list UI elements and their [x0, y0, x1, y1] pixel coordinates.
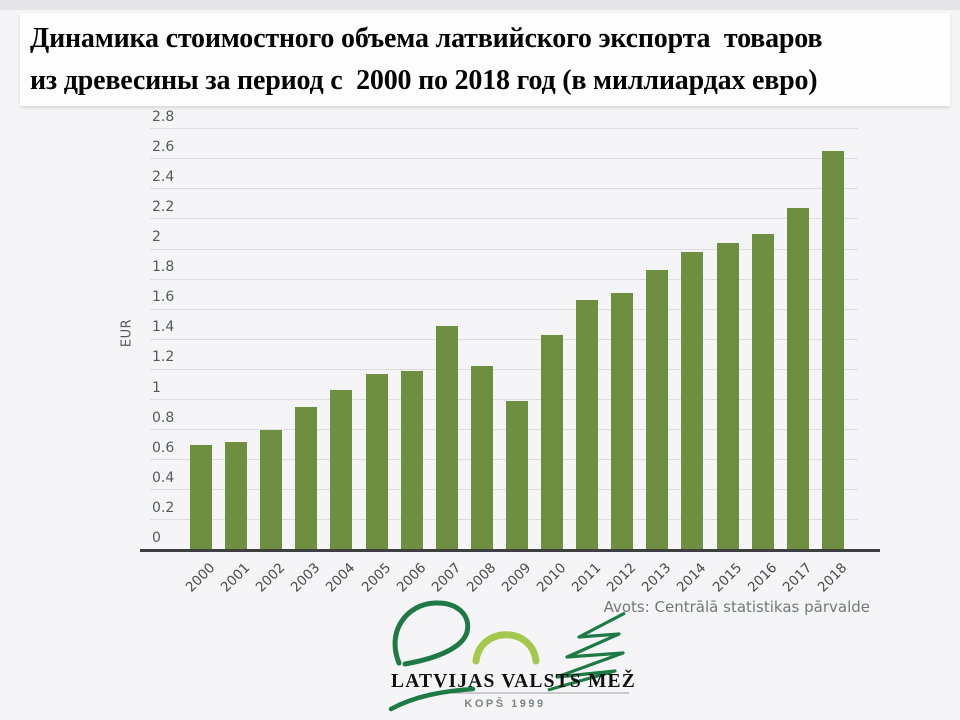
gridline-1.4	[150, 338, 858, 340]
bar-2014	[681, 252, 704, 550]
x-tick-label-2002: 2002	[252, 560, 289, 596]
y-tick-label-1: 1	[152, 379, 161, 396]
y-tick-label-0.2: 0.2	[152, 499, 175, 516]
gridline-2	[150, 248, 858, 250]
y-tick-label-2.6: 2.6	[152, 138, 175, 155]
gridline-0.6	[150, 459, 858, 461]
y-tick-label-2.8: 2.8	[152, 108, 175, 125]
gridline-1.2	[150, 368, 858, 370]
bar-2008	[470, 366, 493, 550]
bar-2011	[576, 300, 599, 550]
y-tick-label-0.6: 0.6	[152, 439, 175, 456]
bar-2015	[716, 242, 739, 550]
gridline-1.8	[150, 278, 858, 280]
bar-2002	[260, 429, 283, 550]
y-tick-label-1.2: 1.2	[152, 349, 175, 366]
x-tick-label-2003: 2003	[288, 560, 324, 596]
bar-2013	[646, 270, 669, 550]
bar-2005	[365, 373, 388, 550]
gridline-2.6	[150, 158, 858, 160]
bar-2007	[435, 325, 458, 550]
logo-digit-0-icon	[472, 631, 540, 665]
bar-2018	[821, 151, 844, 550]
x-tick-label-2000: 2000	[182, 560, 219, 596]
y-tick-label-0.4: 0.4	[152, 469, 175, 486]
bar-2003	[295, 407, 318, 550]
chart-title-line-2: из древесины за период с 2000 по 2018 го…	[30, 65, 818, 96]
bar-2000	[190, 444, 212, 550]
source-note: Avots: Centrālā statistikas pārvalde	[603, 598, 870, 616]
title-box: Динамика стоимостного объема латвийского…	[20, 13, 950, 106]
gridline-0.2	[150, 519, 858, 521]
gridline-0.4	[150, 489, 858, 491]
y-tick-label-1.6: 1.6	[152, 289, 175, 306]
gridline-2.2	[150, 218, 858, 220]
y-tick-label-0.8: 0.8	[152, 409, 175, 426]
y-axis-title: EUR	[119, 318, 135, 348]
bar-2004	[330, 390, 353, 550]
bar-2009	[505, 401, 528, 550]
bar-2016	[751, 233, 774, 550]
bar-2012	[611, 292, 634, 550]
logo-name-text: LATVIJAS VALSTS MEŽI	[391, 670, 635, 692]
bar-2010	[541, 334, 563, 550]
gridline-0.8	[150, 429, 858, 431]
bar-2017	[786, 208, 809, 550]
logo-swoosh-icon	[388, 686, 476, 712]
x-axis-line	[140, 549, 880, 552]
y-tick-label-1.4: 1.4	[152, 319, 175, 336]
chart-title-line-1: Динамика стоимостного объема латвийского…	[30, 23, 823, 54]
latvijas-valsts-mezi-logo: LATVIJAS VALSTS MEŽI KOPŠ 1999	[388, 600, 635, 712]
logo-digit-2-icon	[392, 600, 471, 667]
bar-2001	[225, 441, 248, 550]
bar-2006	[400, 370, 423, 550]
y-tick-label-2.4: 2.4	[152, 168, 175, 185]
gridline-1.6	[150, 308, 858, 310]
y-tick-label-2: 2	[152, 229, 161, 245]
y-tick-label-2.2: 2.2	[152, 198, 175, 215]
gridline-2.8	[150, 128, 858, 130]
top-strip	[0, 0, 960, 10]
gridline-1	[150, 399, 858, 400]
y-tick-label-0: 0	[152, 530, 161, 546]
logo-since-text: KOPŠ 1999	[464, 697, 545, 710]
gridline-2.4	[150, 188, 858, 190]
logo-fir-tree-icon	[547, 611, 626, 692]
x-tick-label-2001: 2001	[217, 560, 254, 596]
y-tick-label-1.8: 1.8	[152, 259, 175, 276]
x-tick-label-2004: 2004	[323, 560, 359, 596]
